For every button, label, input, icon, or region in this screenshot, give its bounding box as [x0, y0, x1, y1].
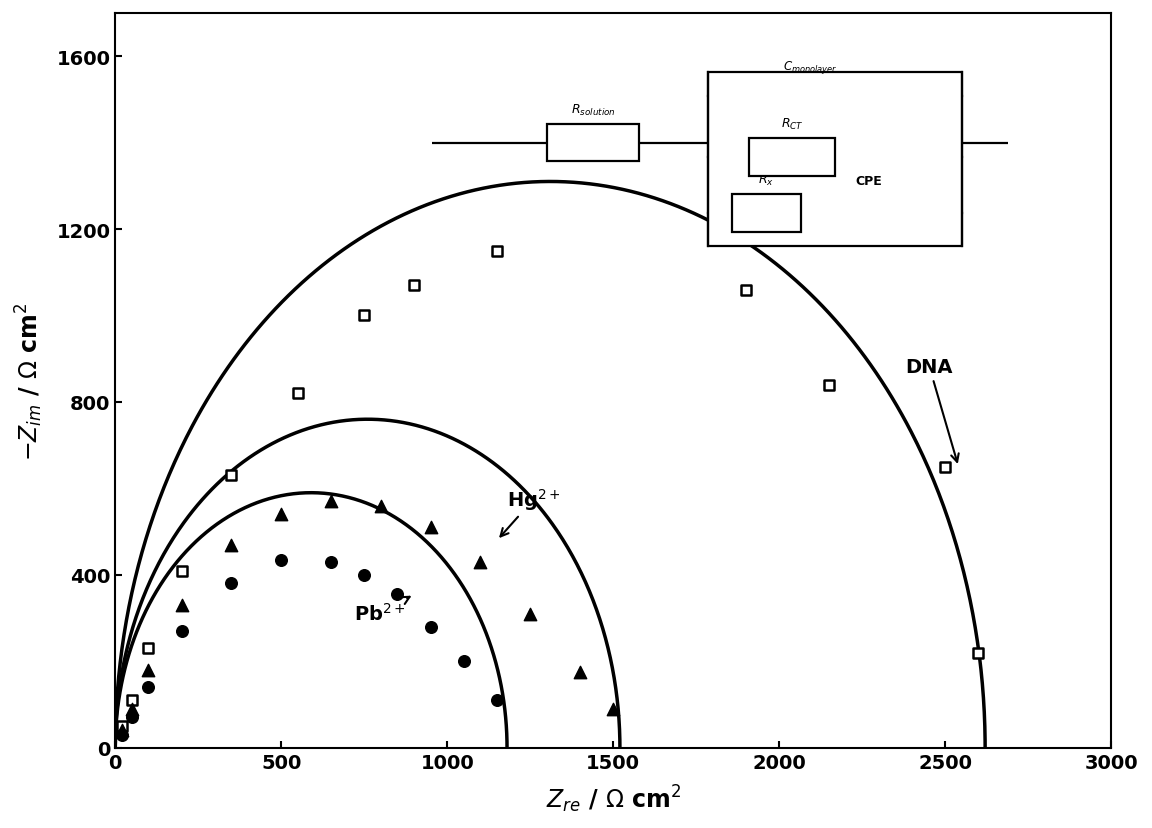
Point — [355, 310, 373, 323]
Point — [471, 556, 490, 569]
Point — [372, 499, 391, 513]
Text: $R_{CT}$: $R_{CT}$ — [781, 117, 803, 132]
Point — [571, 666, 590, 679]
Point — [937, 460, 955, 474]
Point — [487, 245, 506, 258]
Bar — [547, 125, 639, 162]
Point — [222, 538, 241, 551]
Y-axis label: $-Z_{im}$ / $\Omega$ cm$^2$: $-Z_{im}$ / $\Omega$ cm$^2$ — [14, 301, 45, 460]
Point — [222, 469, 241, 483]
Point — [388, 588, 407, 601]
Point — [289, 388, 308, 401]
Point — [604, 702, 622, 715]
Point — [139, 642, 158, 655]
Point — [321, 495, 340, 508]
Text: DNA: DNA — [905, 357, 958, 462]
Point — [404, 279, 423, 292]
Point — [422, 620, 440, 633]
Point — [321, 556, 340, 569]
Bar — [732, 195, 801, 233]
Point — [355, 569, 373, 582]
Bar — [708, 73, 962, 247]
Point — [820, 378, 839, 392]
Point — [122, 702, 141, 715]
Point — [487, 694, 506, 707]
Point — [272, 553, 290, 566]
Bar — [749, 139, 835, 176]
Point — [113, 729, 131, 742]
Point — [455, 655, 473, 668]
Text: Pb$^{2+}$: Pb$^{2+}$ — [355, 597, 410, 624]
Text: $R_{x}$: $R_{x}$ — [758, 173, 774, 188]
X-axis label: $Z_{re}$ / $\Omega$ cm$^2$: $Z_{re}$ / $\Omega$ cm$^2$ — [546, 782, 681, 814]
Point — [521, 608, 539, 621]
Point — [173, 599, 191, 612]
Point — [122, 694, 141, 707]
Text: $C_{monolayer}$: $C_{monolayer}$ — [783, 59, 838, 75]
Point — [173, 624, 191, 638]
Point — [113, 720, 131, 733]
Text: CPE: CPE — [855, 175, 881, 188]
Point — [139, 663, 158, 676]
Point — [173, 564, 191, 577]
Point — [969, 646, 987, 659]
Text: Hg$^{2+}$: Hg$^{2+}$ — [500, 486, 561, 537]
Point — [272, 508, 290, 522]
Point — [113, 724, 131, 737]
Text: $R_{solution}$: $R_{solution}$ — [571, 103, 615, 118]
Point — [139, 681, 158, 694]
Point — [222, 577, 241, 590]
Point — [122, 711, 141, 724]
Point — [422, 521, 440, 534]
Point — [737, 283, 756, 296]
